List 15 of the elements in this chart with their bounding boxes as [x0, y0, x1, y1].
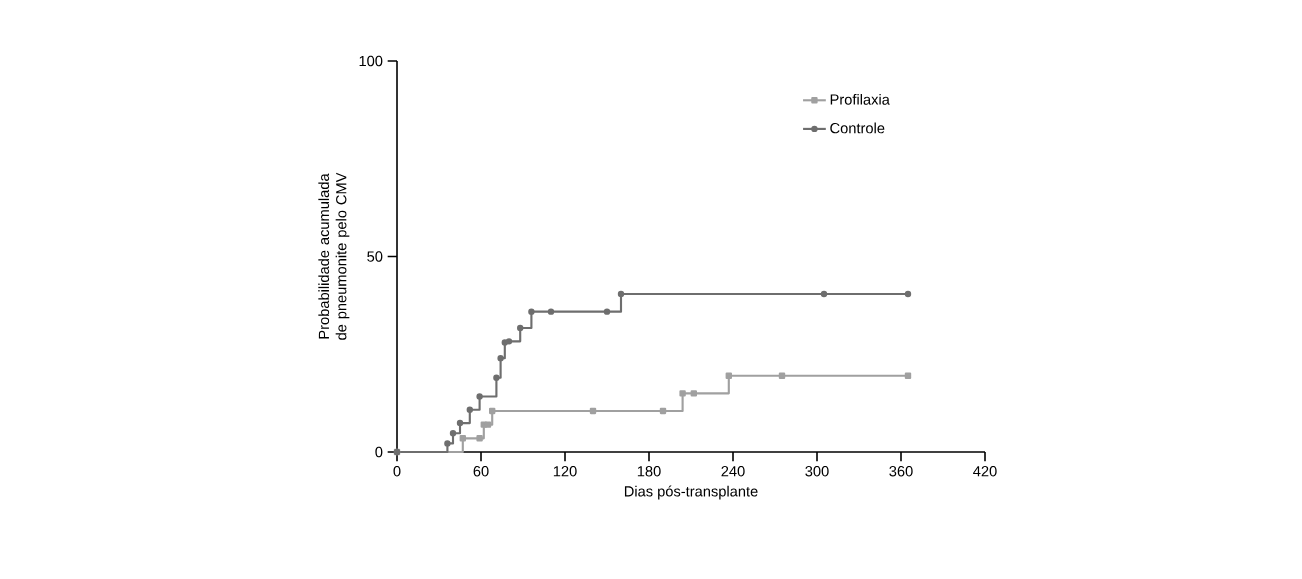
legend-label: Profilaxia — [830, 93, 890, 105]
y-tick-label: 0 — [375, 446, 383, 458]
y-tick-label: 100 — [359, 55, 383, 67]
y-axis-title: Probabilidade acumulada de pneumonite pelo CMV — [318, 172, 350, 340]
x-tick-label: 420 — [973, 466, 997, 477]
x-tick-label: 60 — [473, 466, 489, 477]
x-axis-title: Dias pós-transplante — [624, 485, 758, 500]
x-tick-label: 180 — [637, 466, 661, 477]
x-tick-label: 300 — [805, 466, 829, 477]
x-tick-label: 360 — [889, 466, 913, 477]
x-tick-label: 120 — [553, 466, 577, 477]
y-tick-label: 50 — [367, 251, 383, 262]
x-tick-label: 0 — [393, 466, 401, 477]
x-tick-label: 240 — [721, 466, 745, 477]
legend-label: Controle — [830, 122, 885, 134]
